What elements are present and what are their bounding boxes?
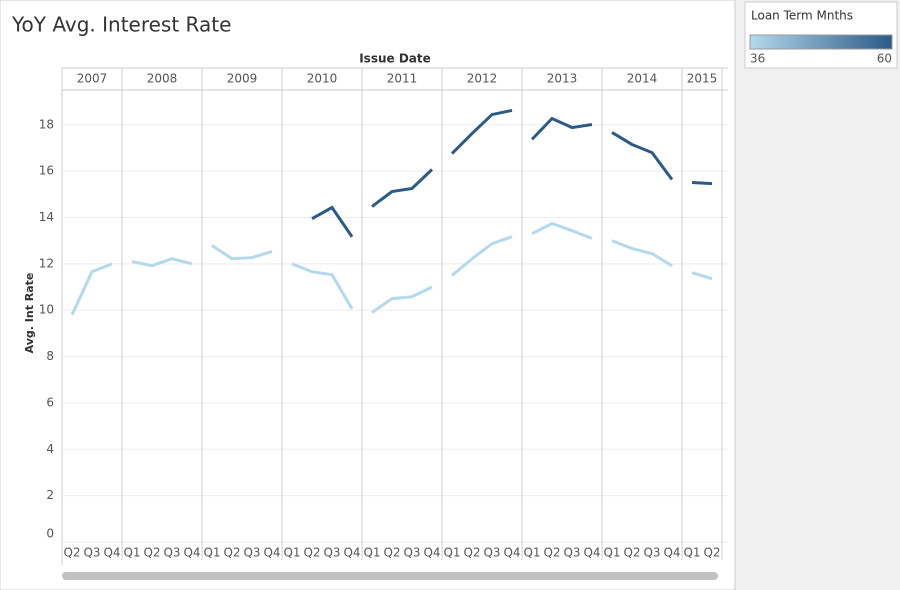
y-tick-label: 14 <box>39 210 54 224</box>
x-tick-label: Q3 <box>243 546 260 560</box>
x-tick-label: Q2 <box>463 546 480 560</box>
y-tick-label: 10 <box>39 303 54 317</box>
x-tick-label: Q2 <box>383 546 400 560</box>
y-tick-label: 2 <box>46 488 54 502</box>
x-tick-label: Q4 <box>183 546 200 560</box>
y-tick-label: 16 <box>39 164 54 178</box>
series-line <box>311 205 354 238</box>
year-label: 2013 <box>547 72 578 86</box>
year-label: 2007 <box>77 72 108 86</box>
year-label: 2008 <box>147 72 178 86</box>
x-tick-label: Q2 <box>623 546 640 560</box>
x-tick-label: Q4 <box>423 546 440 560</box>
x-tick-label: Q4 <box>503 546 520 560</box>
x-tick-label: Q3 <box>163 546 180 560</box>
chart-title: YoY Avg. Interest Rate <box>11 13 231 37</box>
y-tick-label: 12 <box>39 256 54 270</box>
legend-title: Loan Term Mnths <box>751 9 853 23</box>
x-tick-label: Q2 <box>223 546 240 560</box>
x-tick-label: Q4 <box>103 546 120 560</box>
x-tick-label: Q1 <box>283 546 300 560</box>
series-line <box>611 131 674 181</box>
x-tick-label: Q1 <box>123 546 140 560</box>
series-line <box>691 271 713 281</box>
series-line <box>131 257 193 268</box>
y-axis-title: Avg. Int Rate <box>23 273 36 354</box>
x-tick-label: Q1 <box>603 546 620 560</box>
x-tick-label: Q4 <box>583 546 600 560</box>
year-label: 2009 <box>227 72 258 86</box>
x-tick-label: Q1 <box>443 546 460 560</box>
x-tick-label: Q3 <box>323 546 340 560</box>
chart-panel <box>0 0 736 590</box>
x-tick-label: Q2 <box>543 546 560 560</box>
y-tick-label: 8 <box>46 349 54 363</box>
series-line <box>70 262 113 316</box>
legend-max: 60 <box>877 52 892 66</box>
x-header: Issue Date <box>359 52 431 66</box>
x-tick-label: Q1 <box>363 546 380 560</box>
legend-gradient <box>749 34 893 50</box>
year-label: 2014 <box>627 72 658 86</box>
series-line <box>450 108 513 155</box>
series-line <box>611 239 673 267</box>
scrollbar[interactable] <box>62 572 718 580</box>
year-label: 2011 <box>387 72 418 86</box>
y-tick-label: 0 <box>46 527 54 541</box>
x-tick-label: Q2 <box>703 546 720 560</box>
series-line <box>371 168 434 208</box>
x-tick-label: Q2 <box>63 546 80 560</box>
x-tick-label: Q2 <box>143 546 160 560</box>
series-line <box>691 180 713 186</box>
year-label: 2015 <box>687 72 718 86</box>
x-tick-label: Q4 <box>263 546 280 560</box>
year-label: 2012 <box>467 72 498 86</box>
x-tick-label: Q2 <box>303 546 320 560</box>
x-tick-label: Q3 <box>643 546 660 560</box>
x-tick-label: Q1 <box>523 546 540 560</box>
x-tick-label: Q3 <box>83 546 100 560</box>
x-tick-label: Q3 <box>563 546 580 560</box>
x-tick-label: Q3 <box>403 546 420 560</box>
x-tick-label: Q4 <box>343 546 360 560</box>
x-tick-label: Q4 <box>663 546 680 560</box>
x-tick-label: Q1 <box>683 546 700 560</box>
series-line <box>531 221 593 240</box>
x-tick-label: Q1 <box>203 546 220 560</box>
series-line <box>530 116 593 141</box>
x-tick-label: Q3 <box>483 546 500 560</box>
y-tick-label: 4 <box>46 442 54 456</box>
legend-min: 36 <box>750 52 765 66</box>
series-line <box>211 244 273 261</box>
y-tick-label: 18 <box>39 117 54 131</box>
series-line <box>371 285 433 314</box>
series-line <box>291 262 354 310</box>
year-label: 2010 <box>307 72 338 86</box>
y-tick-label: 6 <box>46 395 54 409</box>
series-line <box>451 235 513 277</box>
